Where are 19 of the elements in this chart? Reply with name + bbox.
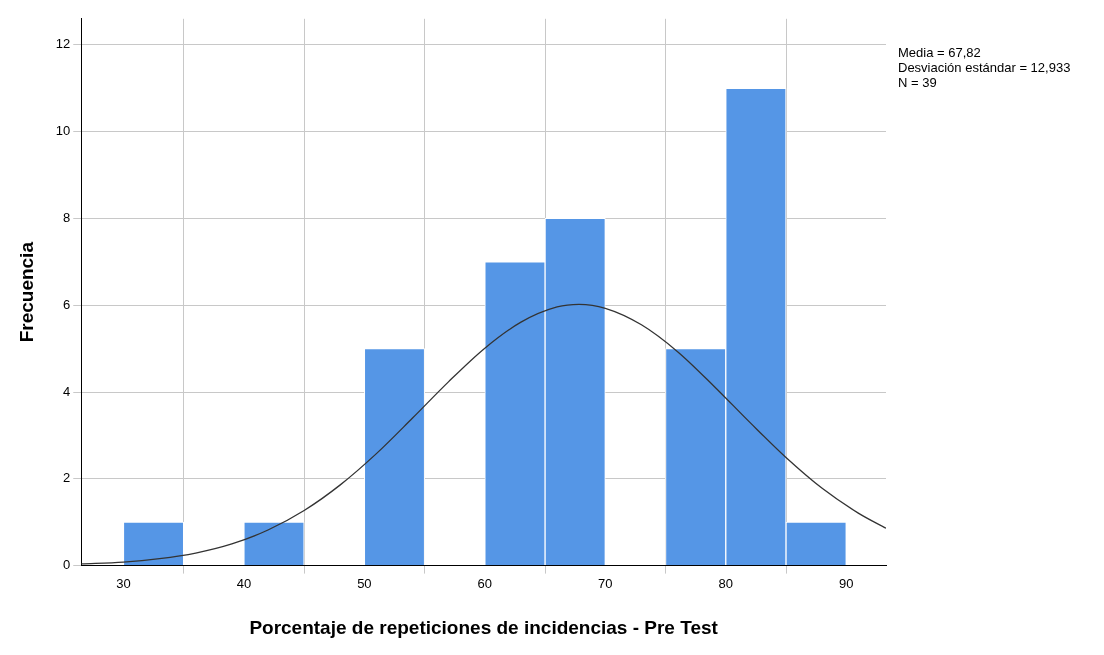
text: Media = 67,82 bbox=[898, 44, 981, 60]
x-tick-label: 40 bbox=[236, 575, 252, 591]
y-tick-label: 2 bbox=[63, 470, 71, 486]
y-tick-label: 8 bbox=[63, 210, 71, 225]
x-tick-label: 90 bbox=[839, 575, 854, 591]
y-tick-label: 4 bbox=[63, 383, 71, 399]
text: N = 39 bbox=[898, 74, 937, 90]
x-tick-label: 80 bbox=[718, 575, 734, 591]
y-axis-title: Frecuencia bbox=[15, 241, 37, 343]
x-tick-label: 60 bbox=[477, 575, 493, 591]
y-tick-label: 0 bbox=[63, 557, 71, 573]
y-tick-label: 12 bbox=[55, 36, 71, 52]
x-tick-label: 70 bbox=[598, 575, 613, 591]
x-axis-title: Porcentaje de repeticiones de incidencias - Pre Test bbox=[249, 616, 719, 638]
x-tick-label: 30 bbox=[116, 575, 131, 591]
y-tick-label: 10 bbox=[55, 123, 71, 139]
text: Desviación estándar = 12,933 bbox=[898, 59, 1071, 75]
x-tick-label: 50 bbox=[357, 575, 372, 591]
y-tick-label: 6 bbox=[63, 296, 71, 312]
